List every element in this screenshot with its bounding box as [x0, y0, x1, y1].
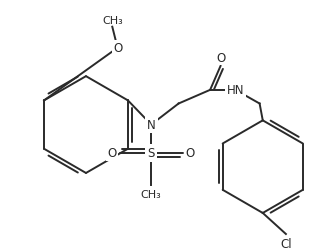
Text: S: S [148, 147, 155, 160]
Text: O: O [216, 51, 225, 64]
Text: HN: HN [227, 84, 244, 97]
Text: CH₃: CH₃ [102, 16, 123, 25]
Text: CH₃: CH₃ [141, 189, 162, 199]
Text: N: N [147, 119, 156, 132]
Text: Cl: Cl [280, 237, 292, 250]
Text: O: O [113, 42, 122, 55]
Text: O: O [108, 147, 117, 160]
Text: O: O [185, 147, 195, 160]
